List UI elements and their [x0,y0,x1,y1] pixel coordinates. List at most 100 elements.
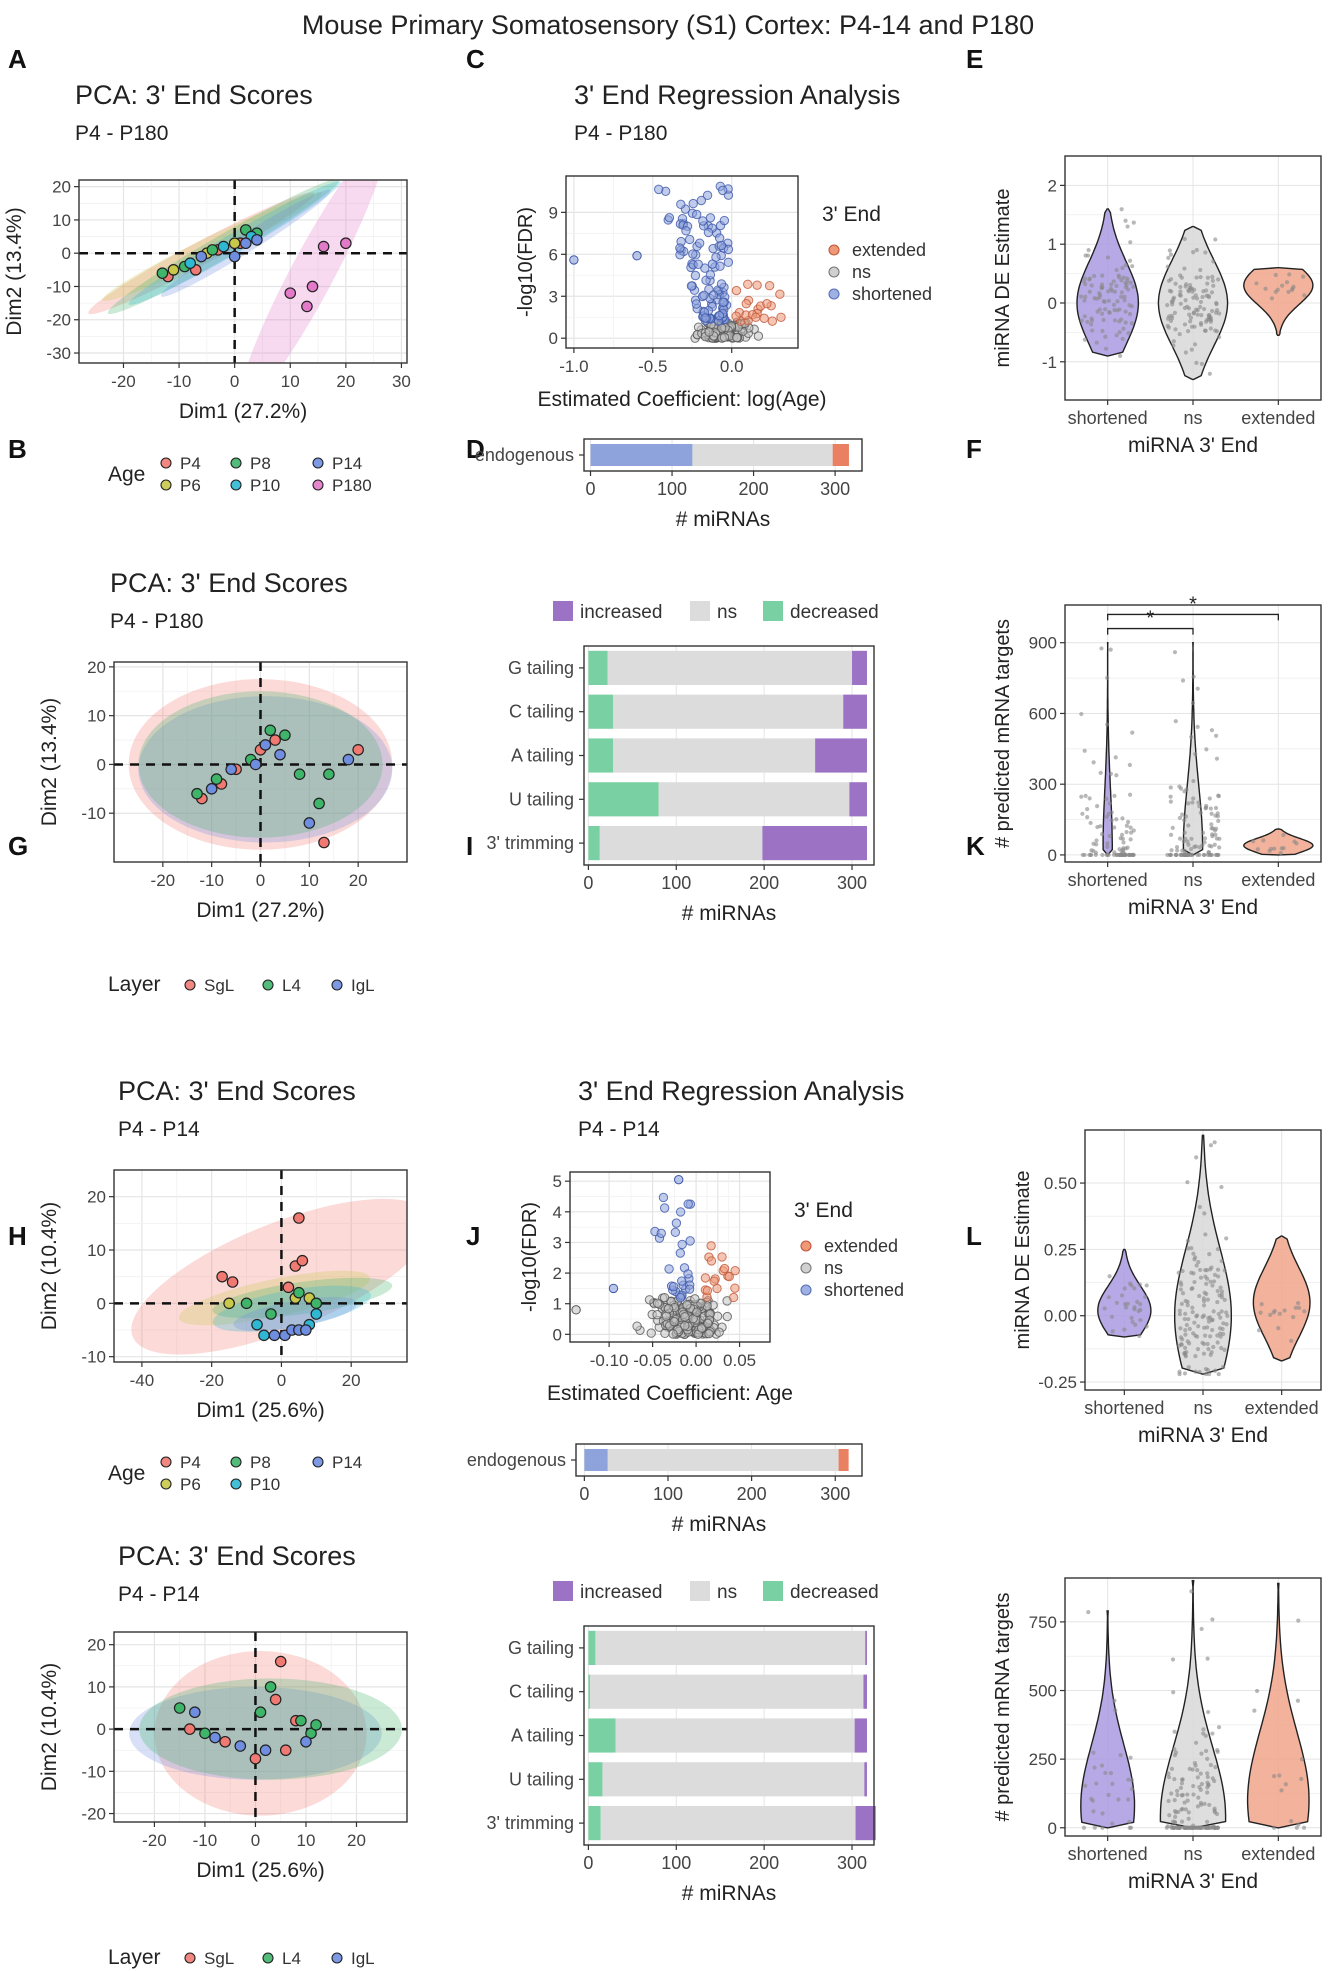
x-tick-label: 30 [392,372,411,391]
point-l4 [264,1681,277,1693]
legend-key-increased [553,1581,573,1601]
jitter-point [1279,1788,1284,1793]
legend-label: SgL [204,976,234,995]
panel-letter-c: C [466,44,485,74]
jitter-point [1195,1775,1200,1780]
jitter-point [1183,298,1188,303]
jitter-point [1119,832,1125,837]
point-shortened [723,257,734,268]
point-igl [342,753,355,766]
jitter-point [1164,1825,1169,1830]
jitter-point [1179,1793,1184,1798]
jitter-point [1192,1257,1197,1262]
legend-label: extended [852,240,926,260]
ellipse-p180 [239,180,386,363]
jitter-point [1261,838,1266,843]
jitter-point [1105,722,1110,727]
jitter-point [1222,1268,1227,1273]
jitter-point [1195,1347,1201,1352]
legend-key-ns [800,1262,812,1274]
jitter-point [1205,1297,1210,1302]
point-p8 [293,1286,305,1299]
y-tick-label: -10 [81,804,106,823]
jitter-point [1168,252,1174,257]
jitter-point [1131,284,1136,289]
jitter-point [1123,263,1128,268]
point-ns [714,1327,724,1337]
jitter-point [1213,813,1218,818]
jitter-point [1119,294,1124,299]
point-l4 [210,773,223,785]
jitter-point [1224,1322,1229,1327]
jitter-point [1127,258,1133,263]
jitter-point [1224,1310,1229,1315]
x-tick-label: -10 [193,1831,218,1850]
y-tick-label: 0.25 [1044,1240,1077,1259]
bar-increased [863,1674,867,1709]
jitter-point [1210,278,1215,283]
jitter-point [1177,292,1182,298]
jitter-point [1168,277,1174,282]
point-l4 [305,1727,317,1740]
jitter-point [1182,830,1187,835]
legend-label: P8 [250,1453,271,1472]
legend-key-decreased [763,601,783,621]
jitter-point [1120,336,1125,342]
y-axis-label: Dim2 (13.4%) [38,698,61,826]
jitter-point [1173,281,1178,286]
jitter-point [1207,796,1212,801]
jitter-point [1178,289,1183,294]
jitter-point [1215,1288,1220,1294]
jitter-point [1123,280,1128,286]
point-l4 [310,1719,322,1731]
legend-key-p4 [160,1456,172,1468]
jitter-point [1182,1351,1187,1356]
jitter-point [1201,1727,1206,1732]
bar-ns [615,1718,855,1753]
jitter-point [1205,1341,1210,1347]
jitter-point [1203,1274,1208,1279]
point-shortened [656,1228,666,1239]
bar-decreased [588,1674,591,1709]
chart-title: 3' End Regression Analysis [578,1076,904,1106]
jitter-point [1183,350,1188,355]
jitter-point [1216,852,1221,858]
jitter-point [1203,1333,1208,1338]
jitter-point [1297,1305,1302,1310]
jitter-point [1190,1309,1195,1315]
jitter-point [1170,299,1175,304]
bar-ns [692,444,833,466]
jitter-point [1198,275,1203,280]
jitter-point [1169,1824,1174,1829]
jitter-point [1184,1322,1189,1328]
jitter-point [1180,812,1185,817]
legend-title: Layer [108,1946,161,1969]
y-tick-label: 20 [52,178,71,197]
jitter-point [1211,1309,1216,1314]
chart-title: 3' End Regression Analysis [574,80,900,110]
jitter-point [1210,274,1215,279]
legend-label: ns [852,262,871,282]
jitter-point [1090,328,1095,333]
jitter-point [1254,281,1259,286]
jitter-point [1190,1305,1195,1310]
jitter-point [1179,852,1185,858]
jitter-point [1211,1824,1216,1829]
jitter-point [1104,814,1110,819]
jitter-point [1165,264,1170,269]
jitter-point [1204,1291,1209,1297]
jitter-point [1130,1319,1135,1325]
violin-extended [1243,828,1314,856]
jitter-point [1166,325,1171,330]
legend-key-extended [800,1240,812,1252]
jitter-point [1175,1792,1180,1798]
x-tick-label: 300 [837,1853,867,1873]
y-tick-label: 10 [87,707,106,726]
point-l4 [199,1727,211,1740]
y-tick-label: A tailing [511,1726,574,1746]
jitter-point [1195,1768,1200,1773]
jitter-point [1300,274,1306,279]
point-p4 [293,1212,305,1224]
